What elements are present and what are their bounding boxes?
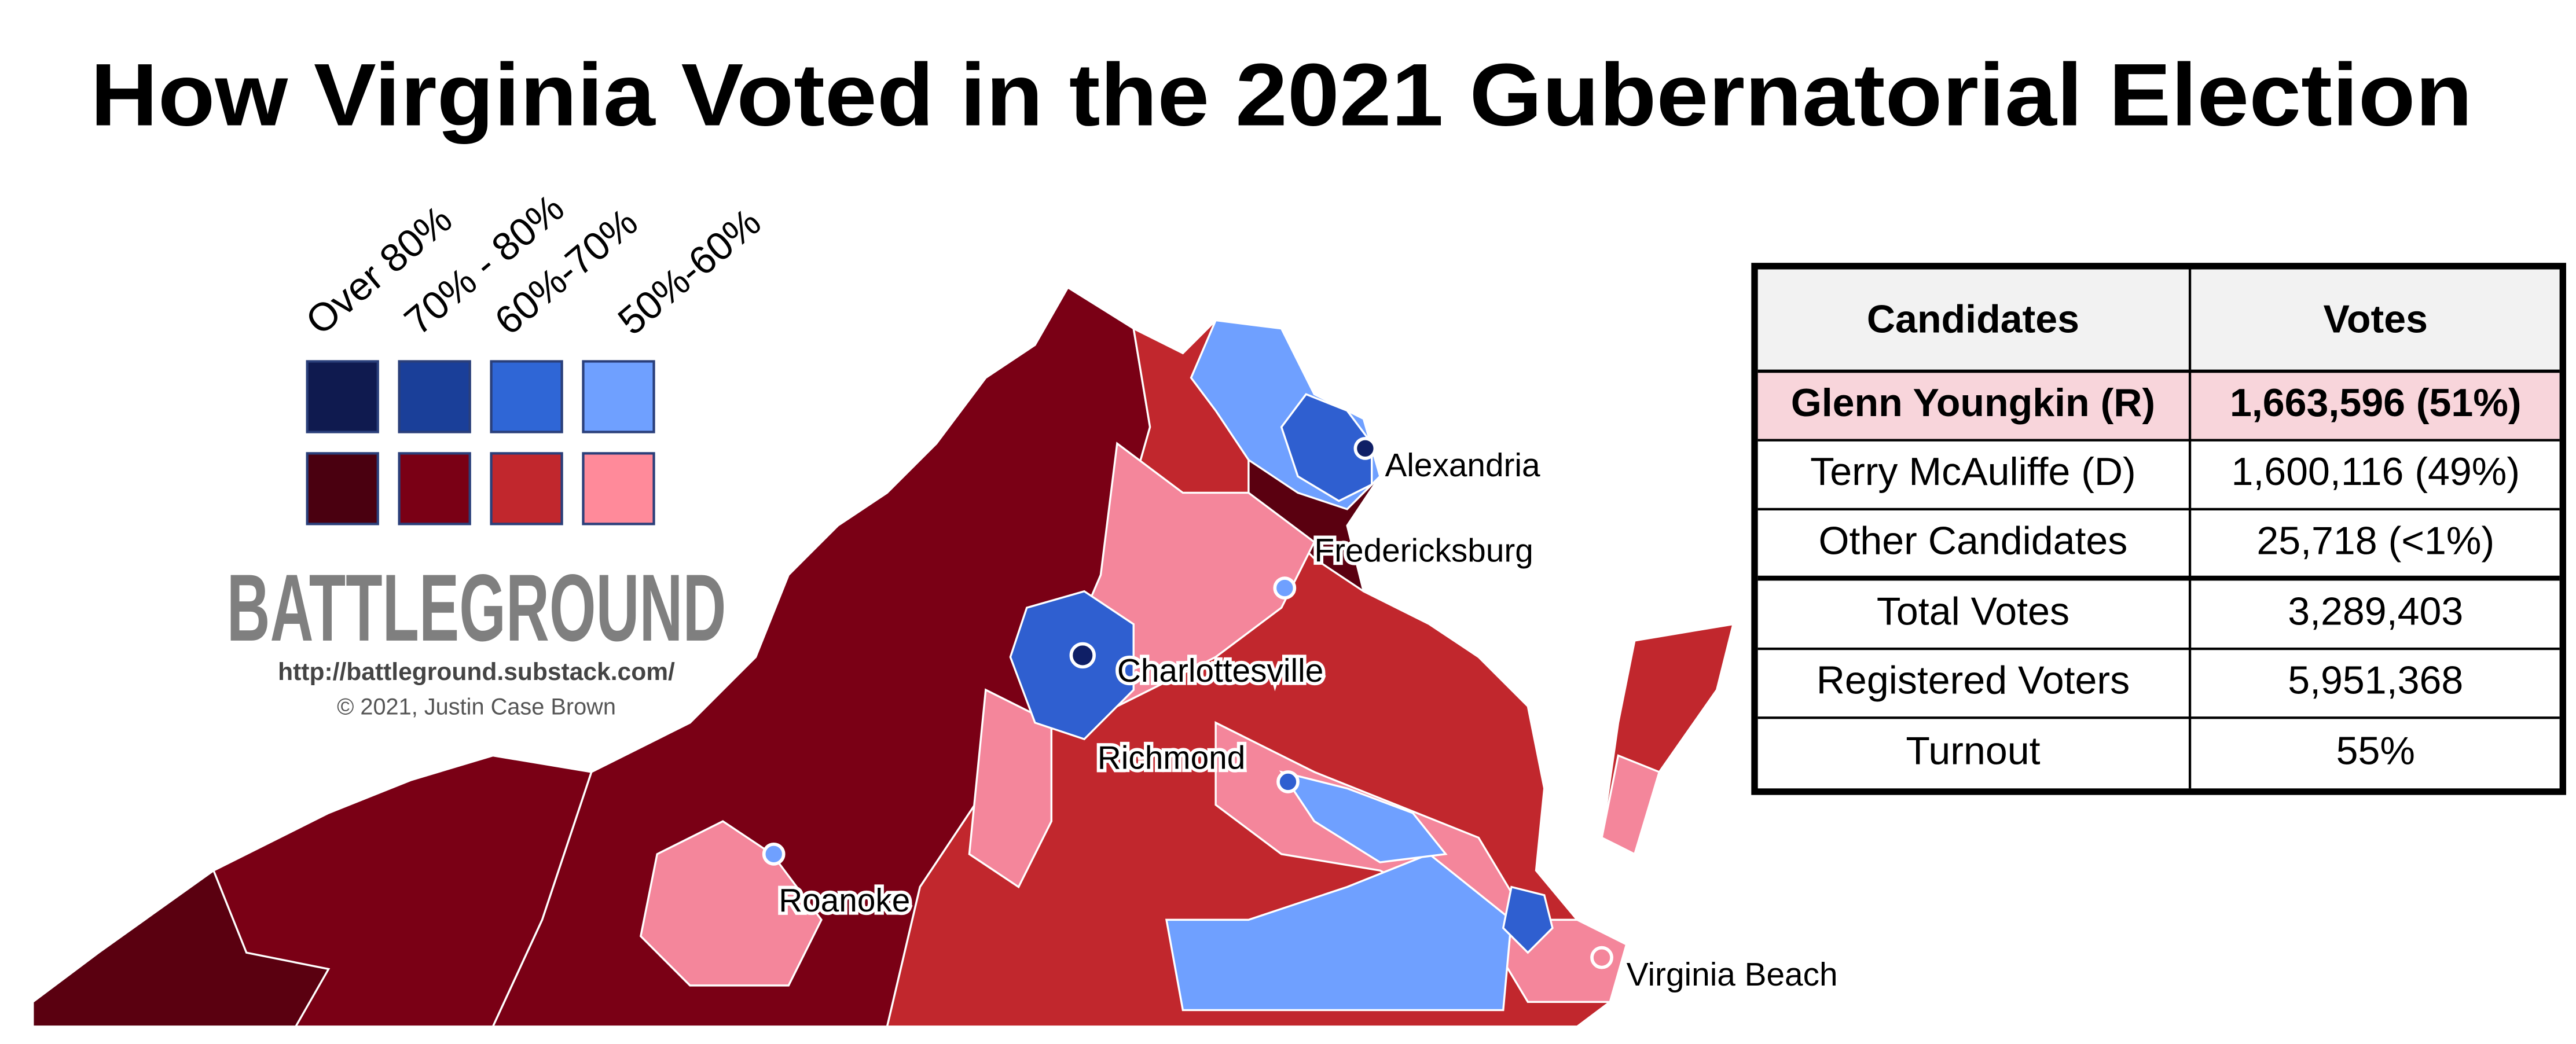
table-cell: Glenn Youngkin (R) <box>1791 381 2155 425</box>
table-cell: 55% <box>2336 729 2415 773</box>
legend-swatch-part <box>398 360 471 433</box>
table-cell: 3,289,403 <box>2288 589 2463 633</box>
table-cell: 1,663,596 (51%) <box>2230 381 2522 425</box>
county-region <box>1502 885 1554 954</box>
county-region <box>1279 770 1448 863</box>
city-label: Roanoke <box>779 883 910 919</box>
city-label: Richmond <box>1098 740 1246 776</box>
title: How Virginia Voted in the 2021 Gubernato… <box>90 46 2472 145</box>
county-map <box>32 286 1735 1028</box>
table-cell: Terry McAuliffe (D) <box>1810 450 2136 494</box>
table-rules <box>1757 269 2560 789</box>
county-region <box>1009 590 1135 741</box>
results-table: Candidates Votes Glenn Youngkin (R) 1,663,5… <box>1751 263 2566 795</box>
results-table-part: Candidates Votes Glenn Youngkin (R) 1,663,5… <box>1791 297 2522 773</box>
brand-name: BATTLEGROUND <box>227 554 726 661</box>
table-cell: Turnout <box>1906 729 2040 773</box>
winner-row-bg <box>1757 371 2560 440</box>
legend-swatch-part <box>398 452 471 525</box>
county-region <box>1165 852 1513 1012</box>
city-markers-part <box>762 842 786 866</box>
table-cell: Registered Voters <box>1817 659 2130 703</box>
county-region <box>1280 393 1373 502</box>
table-cell: Other Candidates <box>1819 519 2128 563</box>
table-cell: 1,600,116 (49%) <box>2231 450 2520 494</box>
city-label: Charlottesville <box>1117 653 1323 689</box>
table-cell: 5,951,368 <box>2288 659 2463 703</box>
city-label: Fredericksburg <box>1314 533 1533 569</box>
table-header: Votes <box>2324 297 2428 341</box>
county-region <box>212 754 593 1028</box>
legend-swatch-part <box>306 452 379 525</box>
city-markers-part <box>1273 576 1297 600</box>
brand-url: http://battleground.substack.com/ <box>278 658 675 686</box>
city-label: Virginia Beach <box>1627 957 1838 993</box>
table-cell: 25,718 (<1%) <box>2256 519 2494 563</box>
copyright: © 2021, Justin Case Brown <box>337 694 616 720</box>
city-markers-part <box>1069 642 1096 669</box>
legend-swatch-part <box>306 360 379 433</box>
header-bg <box>1757 269 2560 372</box>
city-markers-part <box>1590 946 1613 969</box>
city-label: Alexandria <box>1385 447 1540 484</box>
legend-swatch-part <box>490 452 563 525</box>
city-markers-part <box>1353 436 1377 460</box>
table-border <box>1751 263 2566 795</box>
table-header: Candidates <box>1867 297 2079 341</box>
legend-swatch <box>306 360 655 525</box>
legend-swatch-part <box>490 360 563 433</box>
table-cell: Total Votes <box>1877 589 2069 633</box>
legend-swatch-part <box>582 452 655 525</box>
legend-swatch-part <box>582 360 655 433</box>
city-markers <box>762 436 1613 969</box>
city-markers-part <box>1276 770 1300 793</box>
county-region <box>1601 754 1661 856</box>
